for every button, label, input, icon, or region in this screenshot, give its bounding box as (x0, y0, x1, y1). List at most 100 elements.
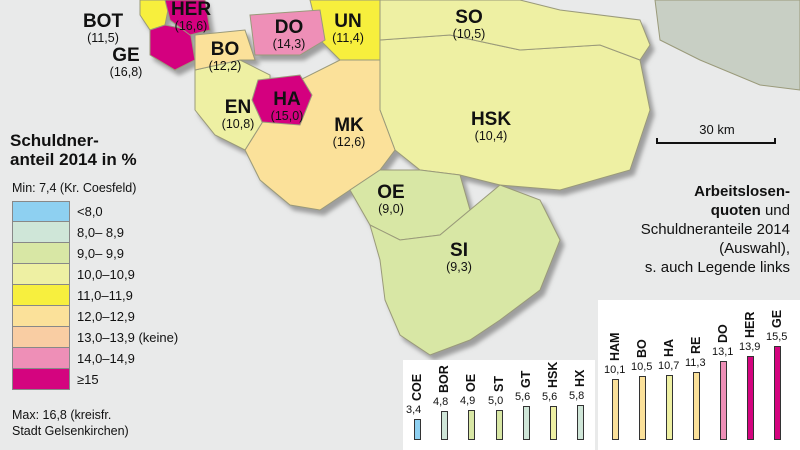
bar-value-label: 5,8 (569, 389, 585, 402)
legend-title-line1: Schuldner- (10, 131, 99, 150)
region-label-so: SO (10,5) (453, 8, 486, 41)
region-value: (10,4) (474, 128, 508, 143)
region-shape-bo (194, 29, 256, 71)
legend-swatch (12, 369, 70, 390)
bar-gt (523, 406, 530, 440)
bar-category-label: COE (410, 374, 424, 402)
legend-swatch (12, 264, 70, 285)
region-shape-east (654, 0, 800, 91)
legend-swatch (12, 327, 70, 348)
region-label-ha: HA (15,0) (271, 90, 304, 123)
bar-category-label: HA (662, 339, 676, 358)
legend-max-line2: Stadt Gelsenkirchen) (12, 424, 129, 438)
bar-value-label: 11,3 (685, 356, 706, 369)
region-code: MK (334, 115, 364, 136)
legend-max: Max: 16,8 (kreisfr. Stadt Gelsenkirchen) (12, 407, 129, 439)
bar-ha (666, 375, 673, 440)
region-value: (16,6) (174, 18, 208, 33)
region-code: BOT (82, 11, 124, 32)
scale-bar-line (656, 138, 776, 144)
bar-oe (468, 410, 475, 440)
bar-category-label: DO (716, 323, 730, 343)
region-value: (12,2) (208, 58, 242, 73)
legend-label: ≥15 (77, 372, 99, 387)
legend-max-line1: Max: 16,8 (kreisfr. (12, 408, 112, 422)
bar-value-label: 10,5 (631, 361, 653, 374)
region-label-her: HER (16,6) (171, 0, 211, 33)
bar-category-label: GE (770, 310, 784, 329)
legend-title-line2: anteil 2014 in % (10, 150, 137, 169)
bar-value-label: 5,0 (488, 394, 504, 407)
legend-row: ≥15 (12, 369, 212, 390)
bar-hsk (550, 406, 557, 440)
bar-her (747, 355, 754, 440)
legend-row: 9,0– 9,9 (12, 243, 212, 264)
legend-row: 12,0–12,9 (12, 306, 212, 327)
legend-swatch (12, 348, 70, 369)
region-value: (16,8) (109, 64, 143, 79)
legend-label: 10,0–10,9 (77, 267, 135, 282)
legend-swatch (12, 222, 70, 243)
legend-label: 14,0–14,9 (77, 351, 135, 366)
region-value: (10,5) (452, 26, 486, 41)
legend-label: 8,0– 8,9 (77, 225, 124, 240)
region-value: (9,3) (446, 259, 472, 274)
region-label-oe: OE (9,0) (377, 183, 404, 216)
legend-title: Schuldner- anteil 2014 in % (10, 131, 170, 169)
region-value: (9,0) (378, 201, 404, 216)
legend-label: 9,0– 9,9 (77, 246, 124, 261)
region-code: GE (112, 45, 140, 66)
legend-swatch (12, 306, 70, 327)
region-label-hsk: HSK (10,4) (471, 110, 511, 143)
region-shape-her (164, 0, 211, 36)
side-title-line1: Arbeitslosen- (694, 183, 790, 200)
region-value: (10,8) (221, 116, 255, 131)
region-shape-ge (149, 24, 196, 71)
bar-value-label: 5,6 (542, 391, 558, 404)
legend-label: <8,0 (77, 204, 103, 219)
bar-category-label: HER (743, 311, 757, 338)
bar-value-label: 4,8 (433, 395, 449, 408)
side-title-line5: s. auch Legende links (644, 259, 790, 276)
side-title: Arbeitslosen- quoten und Schuldneranteil… (570, 182, 790, 277)
bar-value-label: 15,5 (766, 331, 788, 344)
region-value: (11,5) (87, 30, 119, 45)
bar-st (496, 409, 503, 440)
region-label-bot: BOT (11,5) (83, 12, 123, 45)
bar-value-label: 4,9 (460, 395, 476, 408)
legend-row: 8,0– 8,9 (12, 222, 212, 243)
legend-row: 10,0–10,9 (12, 264, 212, 285)
bar-category-label: GT (519, 370, 533, 389)
region-code: HA (273, 89, 301, 110)
region-shape-hsk (379, 34, 651, 191)
region-label-si: SI (9,3) (446, 241, 472, 274)
legend-rows: <8,0 8,0– 8,9 9,0– 9,9 10,0–10,9 11,0–11,9 12… (12, 201, 212, 390)
legend-row: 13,0–13,9 (keine) (12, 327, 212, 348)
scale-bar: 30 km (656, 122, 778, 144)
bar-value-label: 10,7 (658, 360, 680, 373)
legend-min: Min: 7,4 (Kr. Coesfeld) (12, 181, 137, 195)
bar-category-label: BO (635, 339, 649, 359)
region-shape-ha (251, 74, 313, 126)
bar-value-label: 10,1 (604, 363, 626, 376)
region-value: (15,0) (270, 108, 304, 123)
region-label-ge: GE (16,8) (110, 46, 143, 79)
region-code: BO (210, 39, 240, 60)
legend-label: 13,0–13,9 (keine) (77, 330, 179, 345)
bar-category-label: HX (573, 369, 587, 387)
bar-value-label: 13,1 (712, 345, 734, 358)
bar-coe (414, 419, 421, 440)
region-label-bo: BO (12,2) (209, 40, 242, 73)
bar-ge (774, 346, 781, 440)
legend-row: 14,0–14,9 (12, 348, 212, 369)
bar-category-label: RE (689, 336, 703, 354)
bar-category-label: BOR (437, 365, 451, 393)
bar-bo (639, 376, 646, 440)
bar-value-label: 13,9 (739, 340, 761, 353)
legend-label: 11,0–11,9 (77, 288, 133, 303)
bar-re (693, 371, 700, 440)
side-title-line4: (Auswahl), (719, 240, 790, 257)
side-title-line2-rest: und (760, 202, 790, 219)
bar-category-label: ST (492, 375, 506, 392)
